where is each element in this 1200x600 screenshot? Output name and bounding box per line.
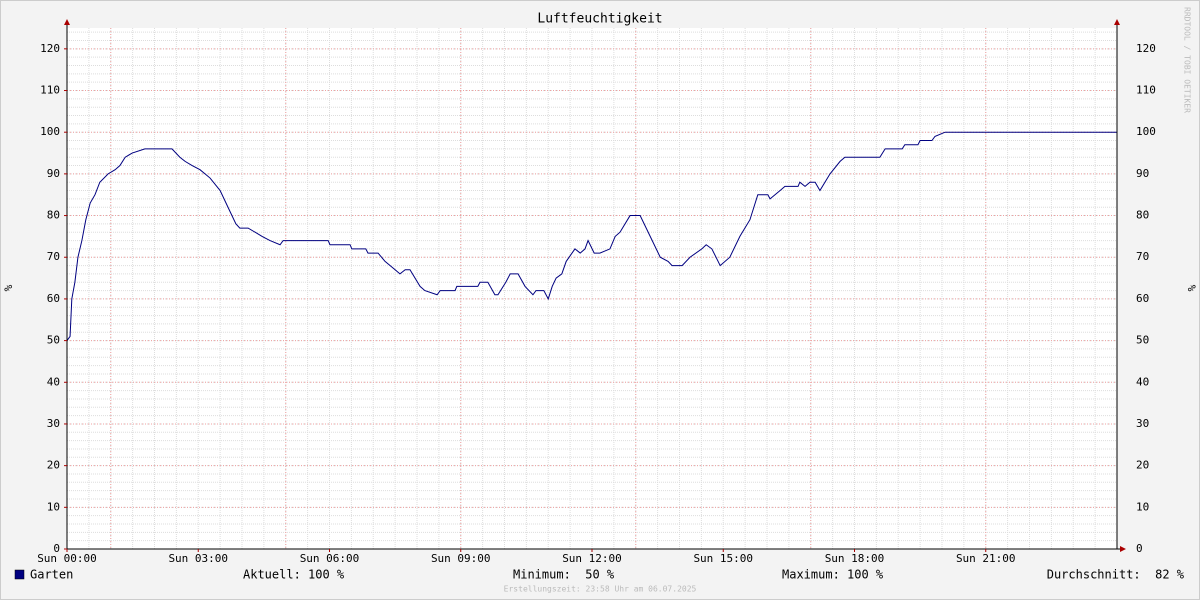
x-tick-label: Sun 03:00 xyxy=(168,552,228,565)
x-tick-label: Sun 18:00 xyxy=(825,552,885,565)
y-tick-label-right: 20 xyxy=(1136,459,1149,472)
y-tick-label-right: 60 xyxy=(1136,292,1149,305)
legend-stat: Minimum: 50 % xyxy=(513,568,615,582)
y-axis-label-right: % xyxy=(1185,285,1198,292)
legend-stat: Aktuell: 100 % xyxy=(243,568,345,582)
y-tick-label-right: 50 xyxy=(1136,334,1149,347)
y-tick-label: 0 xyxy=(53,542,60,555)
y-tick-label: 120 xyxy=(40,42,60,55)
y-tick-label-right: 10 xyxy=(1136,500,1149,513)
watermark: RRDTOOL / TOBI OETIKER xyxy=(1183,7,1192,113)
footer: Erstellungszeit: 23:58 Uhr am 06.07.2025 xyxy=(504,585,697,594)
data-line xyxy=(66,131,1117,341)
y-tick-label: 10 xyxy=(47,500,60,513)
y-tick-label-right: 70 xyxy=(1136,250,1149,263)
grid xyxy=(67,28,1117,550)
y-tick-label-right: 40 xyxy=(1136,375,1149,388)
legend-entry: Garten xyxy=(30,568,73,582)
x-tick-label: Sun 12:00 xyxy=(562,552,622,565)
y-tick-label-right: 0 xyxy=(1136,542,1143,555)
y-tick-label-right: 30 xyxy=(1136,417,1149,430)
y-tick-label: 80 xyxy=(47,209,60,222)
y-tick-label: 70 xyxy=(47,250,60,263)
legend-swatch xyxy=(14,569,25,580)
x-tick-label: Sun 15:00 xyxy=(693,552,753,565)
plot xyxy=(66,131,1117,341)
legend-stat: Maximum: 100 % xyxy=(782,568,884,582)
y-axis-label: % xyxy=(2,284,15,291)
y-tick-label-right: 110 xyxy=(1136,84,1156,97)
y-tick-label: 110 xyxy=(40,84,60,97)
y-tick-label: 40 xyxy=(47,375,60,388)
x-tick-label: Sun 09:00 xyxy=(431,552,491,565)
y-tick-label: 50 xyxy=(47,334,60,347)
y-tick-label: 60 xyxy=(47,292,60,305)
y-tick-label-right: 90 xyxy=(1136,167,1149,180)
y-tick-label-right: 80 xyxy=(1136,209,1149,222)
y-tick-label: 20 xyxy=(47,459,60,472)
y-tick-label-right: 120 xyxy=(1136,42,1156,55)
y-tick-label: 90 xyxy=(47,167,60,180)
x-tick-label: Sun 21:00 xyxy=(956,552,1016,565)
x-tick-label: Sun 06:00 xyxy=(300,552,360,565)
legend-stat: Durchschnitt: 82 % xyxy=(1047,568,1185,582)
y-tick-label: 30 xyxy=(47,417,60,430)
x-tick-label: Sun 00:00 xyxy=(37,552,97,565)
chart-title: Luftfeuchtigkeit xyxy=(537,12,662,27)
y-tick-label-right: 100 xyxy=(1136,125,1156,138)
y-tick-label: 100 xyxy=(40,125,60,138)
